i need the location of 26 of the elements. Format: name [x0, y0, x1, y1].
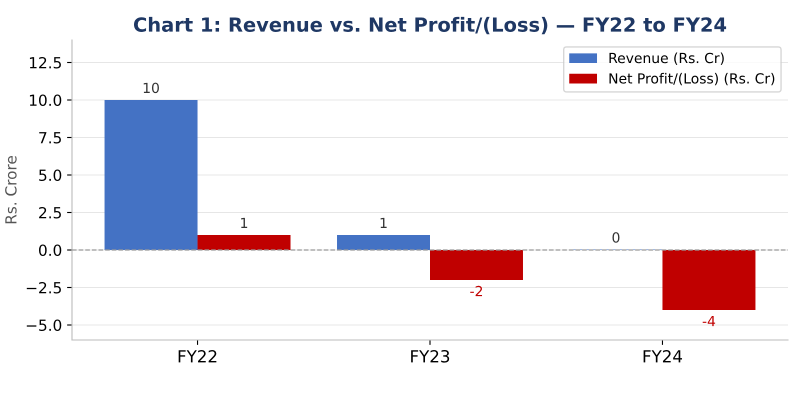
data-label: 0: [612, 232, 620, 243]
y-tick-label: −2.5: [26, 282, 61, 294]
legend-label: Revenue (Rs. Cr): [609, 52, 724, 65]
chart-title: Chart 1: Revenue vs. Net Profit/(Loss) — FY22 to FY24: [134, 16, 726, 34]
y-tick-label: 7.5: [39, 132, 61, 144]
legend-label: Net Profit/(Loss) (Rs. Cr): [609, 72, 774, 86]
y-tick-label: 2.5: [39, 206, 61, 219]
x-tick-label: FY23: [411, 350, 450, 363]
bar: [337, 235, 430, 250]
data-label: 10: [144, 82, 159, 94]
y-tick-label: 12.5: [30, 56, 61, 69]
y-tick-label: −5.0: [26, 319, 62, 332]
bar: [198, 235, 291, 250]
y-tick-label: 5.0: [39, 169, 62, 182]
y-axis-title: Rs. Crore: [5, 156, 17, 224]
data-label: -2: [470, 286, 482, 296]
data-label: 1: [241, 218, 248, 228]
bar: [104, 100, 198, 250]
data-label: 1: [380, 218, 387, 228]
x-tick-label: FY22: [178, 350, 216, 362]
data-label: -4: [702, 316, 716, 326]
y-tick-label: 0.0: [38, 244, 62, 256]
x-tick-label: FY24: [644, 350, 682, 362]
bar: [430, 250, 523, 280]
bar: [662, 250, 756, 310]
y-tick-label: 10.0: [30, 94, 62, 106]
